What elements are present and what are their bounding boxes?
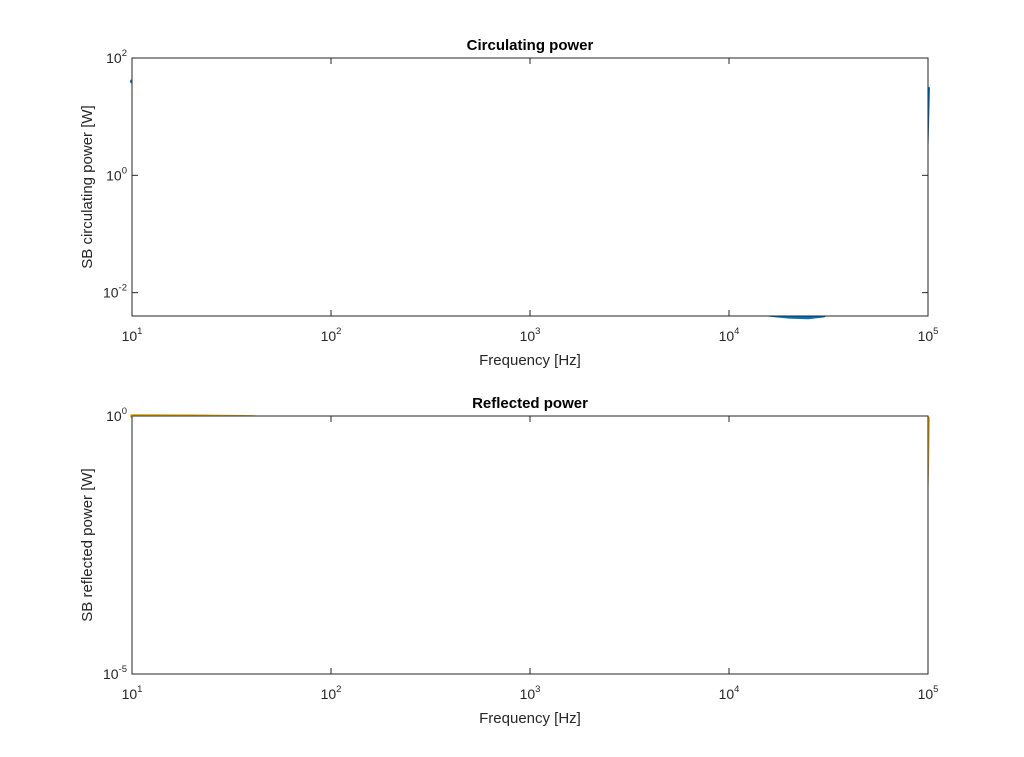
x-tick-label: 105 [918,326,939,344]
y-tick-label-exponent: 0 [122,406,127,417]
plot-frame [131,415,929,675]
x-tick-label-base: 10 [321,328,337,344]
chart-title: Reflected power [472,395,588,412]
x-axis-label: Frequency [Hz] [479,710,581,727]
y-tick-label: 100 [106,165,127,183]
x-tick-label-exponent: 3 [535,326,540,337]
x-axis-label: Frequency [Hz] [479,352,581,369]
x-tick-label: 103 [520,684,541,702]
x-tick-label-exponent: 1 [137,684,142,695]
x-tick-label-exponent: 2 [336,684,341,695]
x-tick-label: 105 [918,684,939,702]
y-tick-label-base: 10 [106,50,122,66]
y-tick-label-exponent: 2 [122,48,127,59]
x-tick-label-exponent: 3 [535,684,540,695]
x-tick-label-exponent: 2 [336,326,341,337]
x-tick-label-base: 10 [520,686,536,702]
y-tick-label-exponent: -5 [119,664,127,675]
x-tick-label-exponent: 5 [933,326,938,337]
y-tick-label-base: 10 [103,285,119,301]
y-tick-label-exponent: -2 [119,283,127,294]
x-tick-label: 104 [719,684,740,702]
y-tick-label-base: 10 [103,666,119,682]
plot-frame [131,57,929,317]
x-tick-label-exponent: 1 [137,326,142,337]
x-tick-label-exponent: 5 [933,684,938,695]
x-tick-label: 101 [122,326,143,344]
x-tick-label-base: 10 [122,328,138,344]
y-axis-label: SB reflected power [W] [79,468,96,621]
y-tick-label-exponent: 0 [122,165,127,176]
x-tick-label-base: 10 [321,686,337,702]
x-tick-label: 102 [321,326,342,344]
y-tick-label: 102 [106,48,127,66]
y-tick-label: 10-2 [103,283,127,301]
x-tick-label-base: 10 [719,686,735,702]
chart-title: Circulating power [467,37,594,54]
y-tick-label-base: 10 [106,167,122,183]
x-axis: 101 102 103 104 105 [122,58,939,344]
x-tick-label-base: 10 [520,328,536,344]
y-tick-label-base: 10 [106,408,122,424]
x-tick-label: 102 [321,684,342,702]
x-tick-label: 103 [520,326,541,344]
x-tick-label: 101 [122,684,143,702]
x-tick-label-base: 10 [918,686,934,702]
x-tick-label-base: 10 [918,328,934,344]
x-tick-label-exponent: 4 [734,684,739,695]
x-tick-label-base: 10 [122,686,138,702]
x-tick-label-exponent: 4 [734,326,739,337]
y-tick-label: 10-5 [103,664,127,682]
y-tick-label: 100 [106,406,127,424]
x-tick-label-base: 10 [719,328,735,344]
y-axis-label: SB circulating power [W] [79,105,96,268]
x-axis: 101 102 103 104 105 [122,416,939,702]
x-tick-label: 104 [719,326,740,344]
